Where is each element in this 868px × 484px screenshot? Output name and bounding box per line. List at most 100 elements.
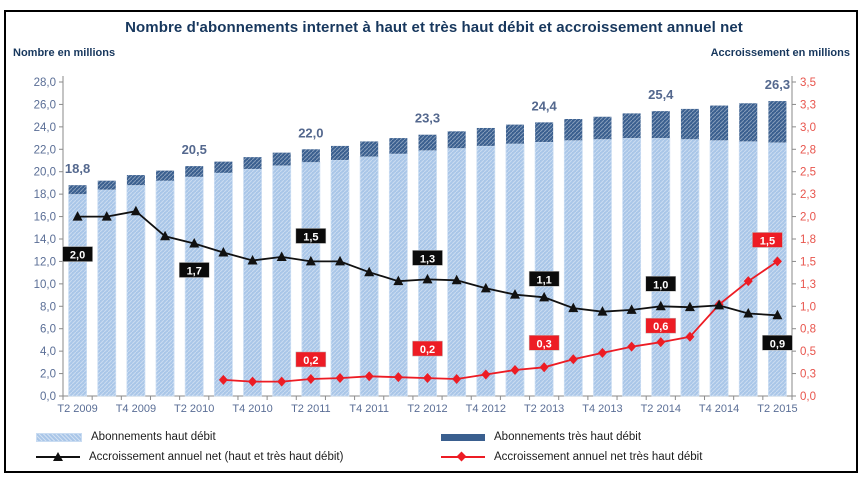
legend-label-accroissement-total: Accroissement annuel net (haut et très h… bbox=[89, 451, 344, 463]
legend-grid: Abonnements haut débit Abonnements très … bbox=[36, 431, 832, 463]
left-axis-tick-label: 10,0 bbox=[34, 279, 56, 291]
black-line-labels: 2,0 1,7 1,5 1,3 1,1 1,0 0,9 bbox=[62, 228, 793, 351]
bar-hatch-overlay bbox=[331, 145, 350, 396]
bar-hatch-overlay bbox=[476, 127, 495, 396]
triangle-marker bbox=[714, 299, 725, 310]
x-axis-tick-label: T2 2010 bbox=[174, 403, 214, 415]
diamond-marker bbox=[510, 364, 520, 375]
accroissement-total-line-icon bbox=[36, 452, 80, 462]
diamond-marker bbox=[393, 372, 403, 383]
diamond-marker bbox=[248, 376, 258, 387]
legend-label-accroissement-thd: Accroissement annuel net très haut débit bbox=[494, 451, 703, 463]
x-axis-tick-label: T4 2011 bbox=[349, 403, 389, 415]
x-axis-tick-label: T2 2014 bbox=[641, 403, 681, 415]
diamond-marker bbox=[306, 373, 316, 384]
bar-hatch-overlay bbox=[447, 131, 466, 397]
right-axis-tick-label: 0,8 bbox=[800, 324, 816, 336]
left-axis-tick-label: 2,0 bbox=[40, 369, 56, 381]
right-axis-tick-label: 3,5 bbox=[800, 77, 816, 89]
total-value-label: 20,5 bbox=[182, 142, 207, 157]
left-axis-tick-label: 16,0 bbox=[34, 212, 56, 224]
right-axis-tick-label: 3,0 bbox=[800, 122, 816, 134]
accroissement-total-line bbox=[72, 205, 783, 320]
right-axis-tick-label: 2,0 bbox=[800, 212, 816, 224]
right-axis-tick-label: 1,5 bbox=[800, 256, 816, 268]
diamond-marker bbox=[685, 331, 695, 342]
boxed-value-label: 0,6 bbox=[653, 321, 668, 333]
legend-item-accroissement-thd: Accroissement annuel net très haut débit bbox=[441, 451, 832, 463]
boxed-value-label: 0,2 bbox=[420, 344, 435, 356]
x-axis-tick-label: T2 2015 bbox=[757, 403, 797, 415]
right-axis-tick-label: 2,3 bbox=[800, 189, 816, 201]
left-axis-tick-label: 24,0 bbox=[34, 122, 56, 134]
right-axis-tick-label: 1,8 bbox=[800, 234, 816, 246]
legend-label-tres-haut-debit: Abonnements très haut débit bbox=[494, 431, 642, 443]
diamond-marker bbox=[772, 256, 782, 267]
x-axis-tick-label: T2 2009 bbox=[57, 403, 97, 415]
triangle-marker bbox=[393, 275, 404, 286]
bar-hatch-overlay bbox=[680, 108, 699, 397]
boxed-value-label: 2,0 bbox=[70, 250, 85, 262]
chart-title: Nombre d'abonnements internet à haut et … bbox=[125, 19, 743, 36]
triangle-marker bbox=[247, 255, 258, 265]
total-value-label: 23,3 bbox=[415, 111, 440, 126]
bar-hatch-overlay bbox=[389, 138, 408, 397]
bar-hatch-overlay bbox=[593, 116, 612, 396]
diamond-marker bbox=[743, 276, 753, 287]
left-axis-tick-label: 12,0 bbox=[34, 256, 56, 268]
boxed-value-label: 0,2 bbox=[303, 355, 318, 367]
right-axis-tick-label: 1,0 bbox=[800, 301, 816, 313]
boxed-value-label: 1,5 bbox=[760, 235, 775, 247]
boxed-value-label: 1,3 bbox=[420, 253, 435, 265]
triangle-marker bbox=[539, 291, 550, 302]
right-axis-title: Accroissement en millions bbox=[710, 47, 850, 59]
x-axis-tick-label: T4 2009 bbox=[116, 403, 156, 415]
boxed-value-label: 1,1 bbox=[536, 274, 551, 286]
boxed-value-label: 1,0 bbox=[653, 279, 668, 291]
x-axis-tick-label: T4 2013 bbox=[582, 403, 622, 415]
bar-hatch-overlay bbox=[535, 122, 554, 396]
right-axis-tick-label: 0,3 bbox=[800, 369, 816, 381]
triangle-marker bbox=[451, 274, 462, 285]
legend: Abonnements haut débit Abonnements très … bbox=[36, 431, 832, 463]
total-value-label: 22,0 bbox=[298, 125, 323, 140]
x-axis-tick-label: T4 2014 bbox=[699, 403, 739, 415]
right-axis-tick-label: 1,3 bbox=[800, 279, 816, 291]
diamond-marker bbox=[423, 373, 432, 384]
triangle-marker bbox=[480, 282, 491, 293]
diamond-marker bbox=[627, 341, 637, 352]
triangle-marker bbox=[130, 205, 141, 216]
bar-hatch-overlay bbox=[564, 119, 583, 396]
haut-debit-swatch-icon bbox=[36, 432, 82, 442]
bar-hatch-overlay bbox=[651, 111, 670, 397]
legend-label-haut-debit: Abonnements haut débit bbox=[91, 431, 216, 443]
diamond-marker bbox=[656, 337, 666, 348]
triangle-marker bbox=[597, 306, 608, 316]
right-axis-tick-label: 2,5 bbox=[800, 167, 816, 179]
diamond-marker bbox=[481, 369, 491, 380]
bar-hatch-overlay bbox=[97, 180, 116, 396]
triangle-marker bbox=[305, 255, 316, 266]
left-axis-tick-label: 6,0 bbox=[40, 324, 56, 336]
bar-hatch-overlay bbox=[214, 161, 233, 396]
triangle-marker bbox=[160, 230, 171, 241]
bar-hatch-overlay bbox=[301, 149, 320, 396]
right-axis-tick-label: 0,0 bbox=[800, 391, 816, 403]
diamond-marker bbox=[597, 347, 607, 358]
triangle-marker bbox=[276, 251, 287, 261]
x-axis-tick-label: T2 2012 bbox=[407, 403, 447, 415]
triangle-marker bbox=[772, 309, 783, 320]
right-axis-tick-label: 3,3 bbox=[800, 99, 816, 111]
triangle-marker bbox=[189, 237, 200, 248]
diamond-marker bbox=[218, 374, 228, 385]
left-axis-tick-label: 26,0 bbox=[34, 99, 56, 111]
triangle-marker bbox=[655, 300, 666, 311]
triangle-marker bbox=[364, 266, 375, 277]
diamond-marker bbox=[335, 373, 345, 384]
triangle-marker bbox=[72, 211, 83, 221]
diamond-marker bbox=[277, 376, 287, 387]
diamond-marker bbox=[364, 371, 374, 382]
left-axis-tick-label: 0,0 bbox=[40, 391, 56, 403]
triangle-marker bbox=[509, 289, 520, 299]
